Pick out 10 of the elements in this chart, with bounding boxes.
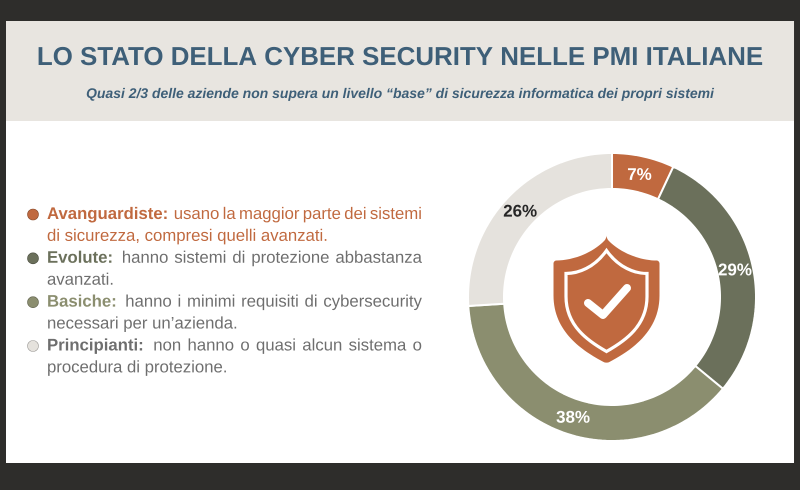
data-label: 7% [628,168,652,180]
data-label: 26% [504,204,537,217]
legend-label: Principianti: non hanno o quasi alcun sistema o procedura di protezione. [48,338,422,376]
legend-label: Basiche: hanno i minimi requisiti di cybersecurity necessari per un’azienda. [48,294,422,332]
legend-label: Avanguardiste: usano la maggior parte dei sistemi di sicurezza, compresi quelli avanzati. [47,206,421,244]
data-label: 38% [556,410,590,423]
chart-subtitle: Quasi 2/3 delle aziende non supera un livello “base” di sicurezza informatica dei propri sistemi [86,88,714,101]
chart-title: LO STATO DELLA CYBER SECURITY NELLE PMI ITALIANE [38,46,762,66]
data-label: 29% [718,264,752,276]
legend-label: Evolute: hanno sistemi di protezione abbastanza avanzati. [48,250,422,285]
